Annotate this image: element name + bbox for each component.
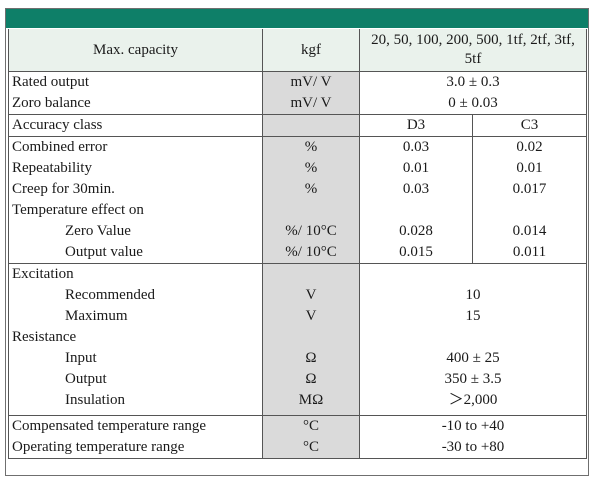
c3-value: 0.011: [472, 242, 587, 264]
table-row: Insulation MΩ ＞2,000: [8, 390, 587, 411]
d3-class-header: D3: [359, 114, 473, 137]
row-value: 3.0 ± 0.3: [359, 71, 587, 93]
row-label: Output value: [8, 242, 263, 264]
row-label: Creep for 30min.: [8, 179, 263, 200]
row-unit: °C: [262, 437, 360, 459]
table-row: Input Ω 400 ± 25: [8, 348, 587, 369]
header-row: Max. capacity kgf 20, 50, 100, 200, 500,…: [8, 29, 587, 72]
d3-value: [359, 200, 473, 221]
table-row: Accuracy class D3 C3: [8, 114, 587, 137]
row-unit: %/ 10°C: [262, 242, 360, 264]
row-label: Excitation: [8, 263, 263, 285]
row-label: Resistance: [8, 327, 263, 348]
row-label: Maximum: [8, 306, 263, 327]
row-unit: [262, 200, 360, 221]
table-row: Repeatability % 0.01 0.01: [8, 158, 587, 179]
c3-value: 0.014: [472, 221, 587, 242]
row-label: Accuracy class: [8, 114, 263, 137]
row-label: Output: [8, 369, 263, 390]
max-capacity-label: Max. capacity: [8, 29, 263, 72]
row-label: Input: [8, 348, 263, 369]
row-unit: %/ 10°C: [262, 221, 360, 242]
row-value: [359, 263, 587, 285]
row-value: 400 ± 25: [359, 348, 587, 369]
row-unit: Ω: [262, 348, 360, 369]
table-row: Temperature effect on: [8, 200, 587, 221]
row-value: 0 ± 0.03: [359, 93, 587, 115]
row-label: Insulation: [8, 390, 263, 411]
table-row: Output Ω 350 ± 3.5: [8, 369, 587, 390]
table-row: Resistance: [8, 327, 587, 348]
row-unit: V: [262, 285, 360, 306]
row-value: [359, 327, 587, 348]
table-row: Compensated temperature range °C -10 to …: [8, 415, 587, 437]
c3-value: 0.017: [472, 179, 587, 200]
row-label: Temperature effect on: [8, 200, 263, 221]
row-unit: %: [262, 158, 360, 179]
row-value: -30 to +80: [359, 437, 587, 459]
table-row: Creep for 30min. % 0.03 0.017: [8, 179, 587, 200]
d3-value: 0.03: [359, 136, 473, 158]
row-unit: mV/ V: [262, 93, 360, 115]
c3-value: [472, 200, 587, 221]
row-value: 15: [359, 306, 587, 327]
d3-value: 0.03: [359, 179, 473, 200]
table-row: Combined error % 0.03 0.02: [8, 136, 587, 158]
row-label: Repeatability: [8, 158, 263, 179]
table-row: Zero Value %/ 10°C 0.028 0.014: [8, 221, 587, 242]
row-label: Recommended: [8, 285, 263, 306]
row-unit: [262, 327, 360, 348]
row-label: Operating temperature range: [8, 437, 263, 459]
d3-value: 0.028: [359, 221, 473, 242]
d3-value: 0.015: [359, 242, 473, 264]
row-value: 350 ± 3.5: [359, 369, 587, 390]
table-row: Operating temperature range °C -30 to +8…: [8, 437, 587, 459]
row-unit: %: [262, 179, 360, 200]
row-label: Compensated temperature range: [8, 415, 263, 437]
row-unit: %: [262, 136, 360, 158]
table-row: Maximum V 15: [8, 306, 587, 327]
row-unit: Ω: [262, 369, 360, 390]
c3-value: 0.02: [472, 136, 587, 158]
specifications-table: Max. capacity kgf 20, 50, 100, 200, 500,…: [8, 29, 587, 459]
row-unit: mV/ V: [262, 71, 360, 93]
row-unit: [262, 114, 360, 137]
row-unit: V: [262, 306, 360, 327]
capacity-unit: kgf: [262, 29, 360, 72]
row-value: ＞2,000: [359, 390, 587, 411]
d3-value: 0.01: [359, 158, 473, 179]
row-unit: °C: [262, 415, 360, 437]
capacity-values: 20, 50, 100, 200, 500, 1tf, 2tf, 3tf, 5t…: [359, 29, 587, 72]
header-bar: [6, 9, 588, 28]
row-unit: [262, 263, 360, 285]
table-row: Output value %/ 10°C 0.015 0.011: [8, 242, 587, 264]
table-row: Recommended V 10: [8, 285, 587, 306]
c3-value: 0.01: [472, 158, 587, 179]
table-row: Excitation: [8, 263, 587, 285]
row-label: Rated output: [8, 71, 263, 93]
table-row: Zoro balance mV/ V 0 ± 0.03: [8, 93, 587, 115]
row-label: Zoro balance: [8, 93, 263, 115]
table-row: Rated output mV/ V 3.0 ± 0.3: [8, 71, 587, 93]
c3-class-header: C3: [472, 114, 587, 137]
table-row: [8, 411, 587, 416]
row-value: 10: [359, 285, 587, 306]
row-value: -10 to +40: [359, 415, 587, 437]
row-label: Zero Value: [8, 221, 263, 242]
row-label: Combined error: [8, 136, 263, 158]
row-unit: MΩ: [262, 390, 360, 411]
